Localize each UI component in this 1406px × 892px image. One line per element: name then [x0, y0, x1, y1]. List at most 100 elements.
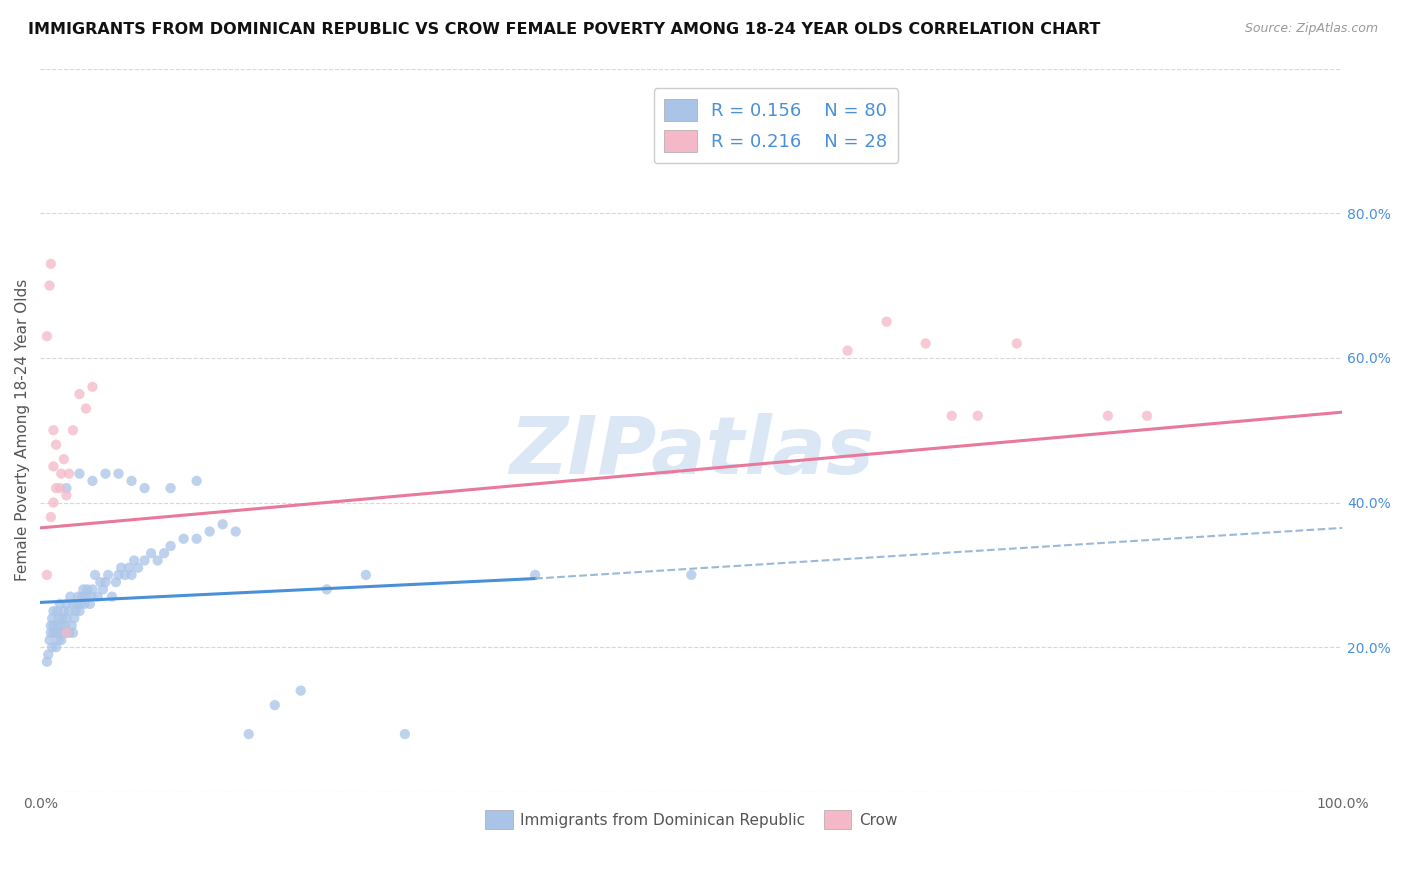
Point	[58, 467, 80, 481]
Point	[69, 387, 91, 401]
Y-axis label: Female Poverty Among 18-24 Year Olds: Female Poverty Among 18-24 Year Olds	[15, 279, 30, 582]
Point	[39, 618, 62, 632]
Point	[39, 625, 62, 640]
Point	[134, 481, 156, 495]
Point	[121, 568, 143, 582]
Point	[65, 604, 87, 618]
Point	[524, 568, 547, 582]
Point	[159, 481, 181, 495]
Point	[42, 618, 65, 632]
Point	[79, 597, 101, 611]
Point	[55, 488, 77, 502]
Point	[67, 590, 90, 604]
Point	[66, 597, 89, 611]
Point	[35, 655, 58, 669]
Point	[394, 727, 416, 741]
Point	[51, 611, 73, 625]
Point	[41, 640, 63, 655]
Point	[63, 611, 86, 625]
Point	[39, 510, 62, 524]
Point	[62, 423, 84, 437]
Point	[55, 625, 77, 640]
Point	[45, 481, 67, 495]
Legend: Immigrants from Dominican Republic, Crow: Immigrants from Dominican Republic, Crow	[479, 804, 904, 835]
Point	[681, 568, 703, 582]
Point	[58, 625, 80, 640]
Point	[49, 481, 72, 495]
Point	[966, 409, 988, 423]
Point	[1136, 409, 1159, 423]
Point	[62, 625, 84, 640]
Point	[35, 568, 58, 582]
Point	[72, 582, 94, 597]
Point	[118, 560, 141, 574]
Point	[38, 633, 60, 648]
Point	[53, 618, 76, 632]
Point	[70, 590, 93, 604]
Point	[42, 495, 65, 509]
Point	[39, 257, 62, 271]
Point	[290, 683, 312, 698]
Point	[48, 611, 70, 625]
Point	[38, 278, 60, 293]
Point	[55, 597, 77, 611]
Point	[62, 597, 84, 611]
Point	[876, 315, 898, 329]
Point	[153, 546, 176, 560]
Point	[94, 575, 117, 590]
Point	[198, 524, 221, 539]
Point	[173, 532, 195, 546]
Point	[52, 604, 75, 618]
Point	[37, 648, 59, 662]
Point	[82, 380, 104, 394]
Point	[837, 343, 859, 358]
Point	[51, 618, 73, 632]
Point	[101, 590, 124, 604]
Point	[49, 625, 72, 640]
Point	[51, 467, 73, 481]
Point	[127, 560, 149, 574]
Text: ZIPatlas: ZIPatlas	[509, 413, 875, 491]
Point	[45, 625, 67, 640]
Point	[89, 575, 111, 590]
Point	[75, 401, 97, 416]
Point	[55, 611, 77, 625]
Point	[94, 467, 117, 481]
Point	[42, 459, 65, 474]
Point	[82, 582, 104, 597]
Point	[146, 553, 169, 567]
Point	[42, 625, 65, 640]
Point	[35, 329, 58, 343]
Point	[59, 590, 82, 604]
Point	[55, 625, 77, 640]
Point	[110, 560, 132, 574]
Point	[41, 611, 63, 625]
Point	[159, 539, 181, 553]
Point	[45, 438, 67, 452]
Point	[186, 532, 208, 546]
Point	[97, 568, 120, 582]
Point	[80, 590, 103, 604]
Point	[186, 474, 208, 488]
Point	[60, 618, 83, 632]
Point	[45, 640, 67, 655]
Point	[49, 597, 72, 611]
Point	[122, 553, 145, 567]
Point	[107, 568, 129, 582]
Point	[107, 467, 129, 481]
Point	[139, 546, 162, 560]
Text: IMMIGRANTS FROM DOMINICAN REPUBLIC VS CROW FEMALE POVERTY AMONG 18-24 YEAR OLDS : IMMIGRANTS FROM DOMINICAN REPUBLIC VS CR…	[28, 22, 1101, 37]
Point	[52, 625, 75, 640]
Point	[48, 633, 70, 648]
Point	[69, 604, 91, 618]
Point	[42, 423, 65, 437]
Point	[914, 336, 936, 351]
Point	[46, 618, 69, 632]
Point	[58, 604, 80, 618]
Point	[941, 409, 963, 423]
Point	[211, 517, 233, 532]
Point	[134, 553, 156, 567]
Point	[46, 604, 69, 618]
Text: Source: ZipAtlas.com: Source: ZipAtlas.com	[1244, 22, 1378, 36]
Point	[1097, 409, 1119, 423]
